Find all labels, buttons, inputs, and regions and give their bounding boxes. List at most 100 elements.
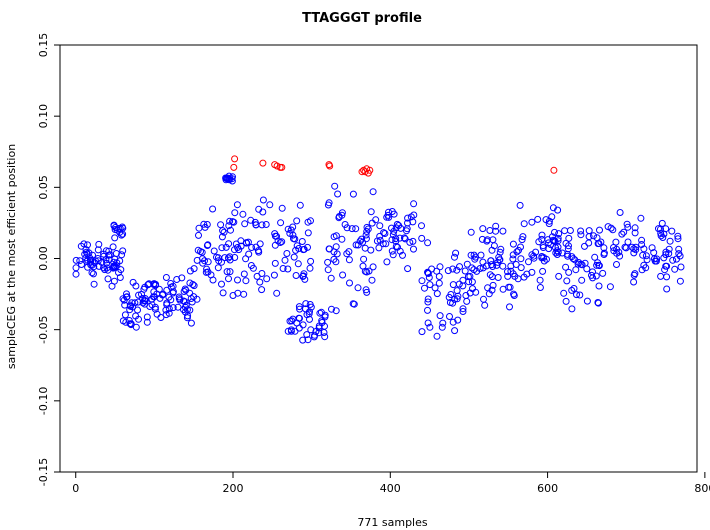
data-point: [624, 238, 632, 246]
data-point: [630, 278, 638, 286]
data-point: [331, 182, 339, 190]
data-point: [240, 290, 248, 298]
data-point: [480, 295, 487, 303]
data-point: [583, 297, 591, 305]
data-point: [82, 246, 90, 254]
chart-title: TTAGGGT profile: [302, 11, 422, 26]
data-point: [517, 243, 524, 251]
data-point: [668, 227, 676, 235]
data-point: [600, 244, 608, 252]
data-point: [358, 235, 366, 243]
data-point: [666, 237, 674, 245]
data-point: [115, 269, 122, 276]
data-point: [439, 319, 447, 327]
data-point: [385, 213, 393, 221]
data-point: [90, 270, 97, 278]
data-point: [231, 209, 239, 217]
data-point: [555, 272, 563, 280]
data-point: [350, 300, 358, 308]
data-point: [321, 333, 329, 341]
data-point: [433, 267, 441, 275]
data-point: [271, 259, 279, 267]
data-point: [316, 309, 324, 317]
data-point: [436, 312, 444, 320]
data-point: [296, 201, 304, 209]
data-point: [186, 267, 194, 275]
data-point: [638, 266, 646, 274]
y-tick-label: -0.05: [37, 315, 50, 343]
data-point: [84, 256, 92, 264]
data-point: [618, 230, 626, 238]
data-point: [349, 190, 357, 198]
data-point: [631, 224, 639, 232]
data-point: [225, 222, 233, 230]
data-point: [512, 261, 520, 268]
data-point: [410, 245, 417, 253]
data-point: [165, 309, 173, 317]
data-point: [424, 270, 432, 277]
data-point: [595, 240, 603, 247]
data-point: [409, 218, 417, 226]
data-point: [253, 272, 261, 280]
data-point: [591, 253, 599, 261]
data-point: [221, 254, 229, 262]
data-point: [231, 155, 239, 163]
data-point: [585, 227, 593, 235]
data-point: [119, 247, 127, 255]
data-point: [659, 234, 667, 241]
data-point: [204, 241, 212, 249]
data-point: [455, 280, 463, 288]
y-axis: -0.15 -0.10 -0.05 0.00 0.05 0.10 0.15: [37, 33, 60, 486]
data-point: [118, 223, 126, 231]
data-point: [410, 200, 418, 208]
data-point: [426, 323, 434, 331]
data-point: [209, 205, 217, 213]
data-point: [202, 268, 210, 276]
data-point: [632, 243, 640, 251]
data-point: [299, 321, 307, 329]
data-point: [573, 291, 580, 299]
data-point: [449, 265, 457, 273]
data-point: [528, 251, 536, 259]
data-point: [594, 299, 602, 306]
data-point: [453, 266, 461, 274]
data-point: [554, 206, 562, 214]
data-point: [376, 236, 384, 244]
data-point: [266, 201, 274, 209]
data-point: [210, 247, 218, 255]
data-point: [665, 250, 673, 258]
data-point: [304, 336, 312, 344]
data-point: [105, 247, 113, 255]
data-point: [304, 229, 312, 237]
data-point: [218, 233, 226, 241]
data-point: [595, 282, 603, 290]
data-point: [548, 233, 556, 241]
data-point: [592, 272, 600, 280]
data-point: [424, 319, 432, 327]
data-point: [383, 258, 391, 266]
data-point: [583, 265, 591, 273]
data-point: [468, 278, 476, 286]
data-point: [330, 248, 338, 256]
data-point: [594, 259, 602, 267]
data-point: [486, 227, 494, 234]
data-point: [459, 276, 467, 284]
data-point: [299, 336, 307, 344]
data-point: [496, 256, 504, 264]
data-point: [545, 217, 553, 225]
data-point: [88, 261, 96, 269]
data-point: [507, 267, 515, 275]
y-tick-label: 0.10: [37, 104, 50, 128]
data-point: [479, 258, 487, 266]
data-point: [640, 261, 648, 269]
data-point: [318, 319, 326, 326]
data-point: [155, 285, 163, 293]
data-point: [167, 296, 175, 304]
data-point: [345, 248, 353, 256]
data-point: [303, 331, 311, 339]
data-point: [662, 225, 670, 233]
data-point: [451, 327, 459, 335]
data-point: [187, 319, 195, 327]
data-point: [488, 286, 496, 294]
